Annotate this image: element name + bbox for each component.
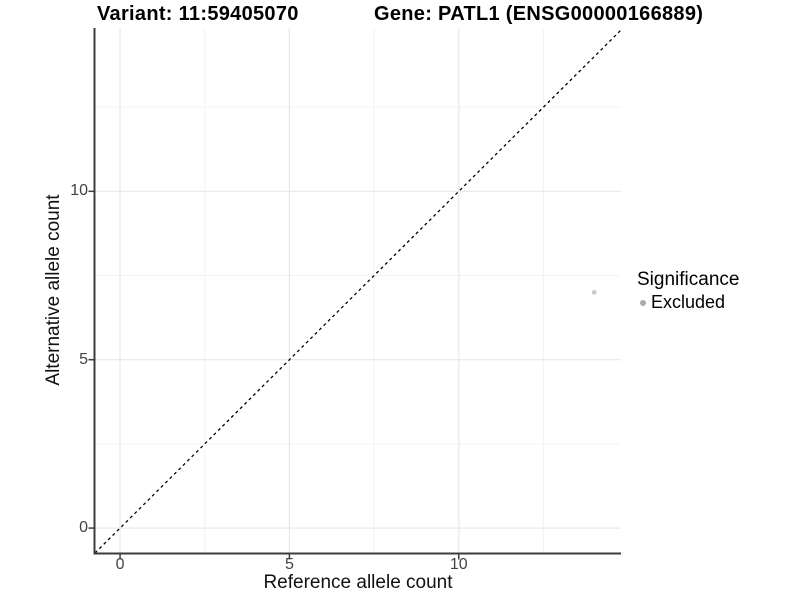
legend: Significance Excluded [637, 269, 739, 313]
x-tick-label: 5 [284, 556, 294, 573]
y-tick-label: 5 [79, 350, 88, 368]
legend-item-excluded: Excluded [637, 292, 739, 313]
identity-line [94, 29, 622, 554]
x-tick-label: 10 [449, 556, 468, 573]
data-point [591, 290, 597, 295]
x-tick-label: 0 [115, 556, 125, 573]
y-tick-label: 0 [79, 519, 88, 537]
excluded-point-icon [640, 299, 646, 306]
legend-title: Significance [637, 269, 740, 290]
plot-title-gene: Gene: PATL1 (ENSG00000166889) [374, 3, 704, 25]
x-axis-title: Reference allele count [263, 572, 453, 593]
legend-item-label: Excluded [651, 292, 726, 312]
y-tick-label: 10 [70, 182, 88, 200]
plot-title-variant: Variant: 11:59405070 [97, 3, 299, 25]
